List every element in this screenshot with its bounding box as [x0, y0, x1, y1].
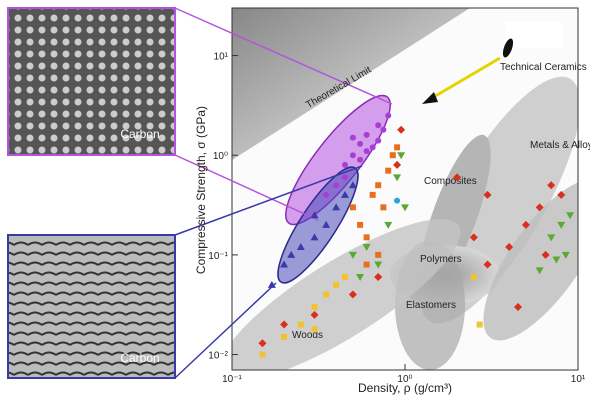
data-point [312, 304, 318, 310]
data-point [385, 113, 391, 119]
data-point [375, 182, 381, 188]
annotation: Woods [292, 330, 323, 341]
data-point [298, 322, 304, 328]
data-point [357, 141, 363, 147]
annotation: Composites [424, 176, 477, 187]
image-label: Carbon [120, 351, 159, 365]
data-point [380, 127, 386, 133]
data-point [394, 198, 400, 204]
data-point [370, 144, 376, 150]
data-point [259, 352, 265, 358]
annotation: Polymers [420, 254, 462, 265]
ceramic-icon [505, 22, 563, 48]
data-point [364, 262, 370, 268]
data-point [375, 252, 381, 258]
data-point [312, 326, 318, 332]
figure: Carbon Carbon Theoretical Limit Technica… [0, 0, 590, 401]
data-point [350, 204, 356, 210]
data-point [390, 152, 396, 158]
data-point [375, 122, 381, 128]
x-tick-label: 10⁻¹ [222, 374, 242, 385]
data-point [350, 135, 356, 141]
annotation: Elastomers [406, 300, 456, 311]
y-tick-label: 10¹ [214, 52, 229, 63]
data-point [385, 168, 391, 174]
data-point [477, 322, 483, 328]
data-point [333, 282, 339, 288]
data-point [357, 157, 363, 163]
data-point [350, 152, 356, 158]
y-axis-label: Compressive Strength, σ (GPa) [194, 106, 208, 274]
data-point [364, 234, 370, 240]
annotation: Metals & Alloys [530, 140, 590, 151]
annotation: Technical Ceramics [500, 62, 587, 73]
data-point [323, 192, 329, 198]
y-tick-label: 10⁰ [213, 151, 228, 162]
x-tick-label: 10¹ [571, 374, 586, 385]
x-tick-label: 10⁰ [397, 374, 412, 385]
data-point [342, 274, 348, 280]
data-point [357, 222, 363, 228]
data-point [394, 144, 400, 150]
data-point [281, 334, 287, 340]
data-point [333, 182, 339, 188]
data-point [370, 192, 376, 198]
data-point [342, 162, 348, 168]
image-label: Carbon [120, 127, 159, 141]
data-point [471, 274, 477, 280]
data-point [380, 204, 386, 210]
data-point [342, 174, 348, 180]
data-point [323, 292, 329, 298]
data-point [375, 138, 381, 144]
data-point [364, 148, 370, 154]
data-point [364, 132, 370, 138]
y-tick-label: 10⁻¹ [208, 251, 228, 262]
y-tick-label: 10⁻² [208, 351, 228, 362]
